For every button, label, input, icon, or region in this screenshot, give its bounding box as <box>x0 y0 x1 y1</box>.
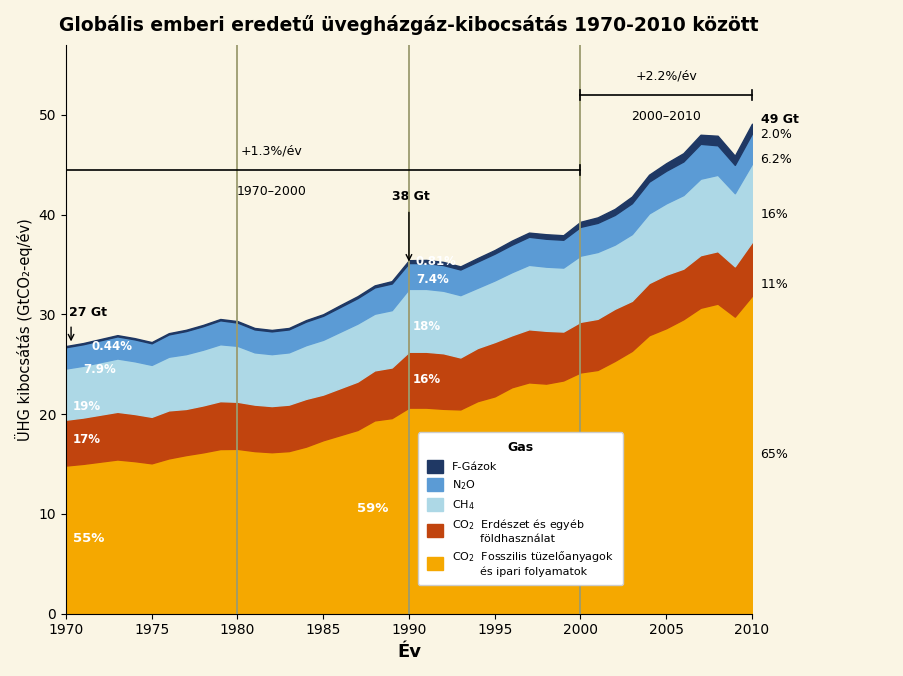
Legend: F-Gázok, N$_2$O, CH$_4$, CO$_2$  Erdészet és egyéb
        földhasználat, CO$_2$: F-Gázok, N$_2$O, CH$_4$, CO$_2$ Erdészet… <box>417 433 622 585</box>
Text: 0.81%: 0.81% <box>415 255 456 268</box>
Text: 59%: 59% <box>357 502 388 515</box>
Text: 18%: 18% <box>412 320 440 333</box>
Text: 16%: 16% <box>759 208 787 221</box>
Text: 27 Gt: 27 Gt <box>70 306 107 319</box>
Text: 19%: 19% <box>73 400 101 412</box>
Text: 2.0%: 2.0% <box>759 128 792 141</box>
Text: 38 Gt: 38 Gt <box>391 189 429 203</box>
Text: 1970–2000: 1970–2000 <box>237 185 306 197</box>
Text: 49 Gt: 49 Gt <box>759 114 797 126</box>
Y-axis label: ÜHG kibocsátás (GtCO₂-eq/év): ÜHG kibocsátás (GtCO₂-eq/év) <box>15 218 33 441</box>
Text: 65%: 65% <box>759 448 787 460</box>
Text: 2000–2010: 2000–2010 <box>630 110 701 123</box>
Text: 0.44%: 0.44% <box>91 340 133 353</box>
Text: 16%: 16% <box>412 372 440 386</box>
Text: 7.9%: 7.9% <box>83 363 116 376</box>
Text: +1.3%/év: +1.3%/év <box>240 145 303 158</box>
Title: Globális emberi eredetű üvegházgáz-kibocsátás 1970-2010 között: Globális emberi eredetű üvegházgáz-kiboc… <box>59 15 758 35</box>
Text: 55%: 55% <box>73 533 104 546</box>
Text: +2.2%/év: +2.2%/év <box>635 70 696 83</box>
Text: 17%: 17% <box>73 433 100 445</box>
Text: 7.4%: 7.4% <box>415 273 448 286</box>
Text: 6.2%: 6.2% <box>759 153 791 166</box>
X-axis label: Év: Év <box>396 643 421 661</box>
Text: 11%: 11% <box>759 278 787 291</box>
